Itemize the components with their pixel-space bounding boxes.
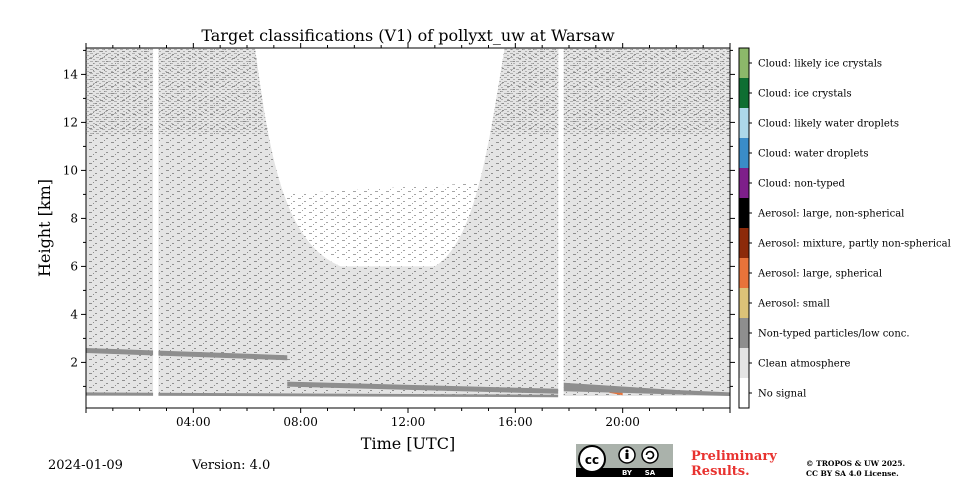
colorbar-swatch [739, 318, 749, 348]
y-tick-label: 6 [70, 259, 78, 273]
layer-0 [86, 348, 288, 361]
colorbar-frame [738, 47, 750, 409]
copyright-notice: © TROPOS & UW 2025. CC BY SA 4.0 License… [806, 459, 905, 479]
preliminary-notice: Preliminary Results. [691, 449, 777, 479]
colorbar-swatch [739, 288, 749, 318]
svg-text:cc: cc [585, 453, 599, 467]
svg-text:BY: BY [622, 469, 633, 477]
y-axis-label: Height [km] [35, 179, 54, 277]
y-tick-label: 2 [70, 355, 78, 369]
colorbar-swatch [739, 108, 749, 138]
colorbar-label: Cloud: water droplets [758, 149, 869, 160]
dome-noise-fringe [273, 182, 489, 264]
y-tick-label: 14 [63, 67, 79, 81]
x-axis-label: Time [UTC] [361, 434, 455, 453]
colorbar-label: Aerosol: small [757, 299, 830, 310]
colorbar-swatch [739, 258, 749, 288]
svg-text:SA: SA [645, 469, 656, 477]
y-axis: 2 4 6 8 10 12 14 [63, 49, 735, 387]
colorbar-swatch [739, 228, 749, 258]
x-axis: 04:00 08:00 12:00 16:00 20:00 [85, 43, 731, 429]
colorbar-label: Cloud: ice crystals [758, 89, 852, 100]
near-ground-no-signal [86, 396, 730, 408]
date-label: 2024-01-09 [48, 458, 123, 473]
plot-area [86, 48, 730, 408]
colorbar-swatch [739, 198, 749, 228]
ground-layer-band [86, 392, 559, 398]
x-tick-label: 16:00 [498, 415, 533, 429]
colorbar-label: Aerosol: large, non-spherical [757, 209, 904, 220]
x-tick-label: 12:00 [391, 415, 426, 429]
colorbar-label: No signal [758, 389, 806, 400]
preliminary-line1: Preliminary [691, 449, 777, 464]
colorbar-swatch [739, 78, 749, 108]
copyright-line1: © TROPOS & UW 2025. [806, 459, 906, 468]
x-tick-label: 08:00 [283, 415, 318, 429]
preliminary-line2: Results. [691, 464, 750, 479]
colorbar-swatch [739, 168, 749, 198]
colorbar-label: Cloud: likely ice crystals [758, 59, 882, 70]
y-tick-label: 12 [63, 115, 78, 129]
copyright-line2: CC BY SA 4.0 License. [806, 469, 899, 478]
x-tick-label: 04:00 [176, 415, 211, 429]
evening-layer-band [563, 382, 730, 396]
data-gap-1 [558, 48, 564, 408]
version-label: Version: 4.0 [192, 458, 271, 473]
y-tick-label: 10 [63, 163, 78, 177]
colorbar-label: Aerosol: mixture, partly non-spherical [757, 239, 951, 250]
data-gap-0 [153, 48, 159, 408]
colorbar-label: Aerosol: large, spherical [757, 269, 882, 280]
cc-by-sa-badge: cc BY SA [576, 444, 673, 477]
colorbar-label: Non-typed particles/low conc. [758, 329, 910, 340]
colorbar-label: Cloud: non-typed [758, 179, 846, 190]
colorbar-swatch [739, 378, 749, 408]
colorbar-label: Clean atmosphere [758, 359, 851, 370]
colorbar-swatch [739, 348, 749, 378]
y-tick-label: 4 [70, 307, 78, 321]
x-tick-label: 20:00 [605, 415, 640, 429]
layer-1 [287, 381, 559, 394]
y-tick-label: 8 [70, 211, 78, 225]
chart-title: Target classifications (V1) of pollyxt_u… [201, 26, 615, 45]
colorbar-label: Cloud: likely water droplets [758, 119, 899, 130]
colorbar-swatch [739, 138, 749, 168]
colorbar-swatch [739, 48, 749, 78]
colorbar: Cloud: likely ice crystals Cloud: ice cry… [738, 47, 951, 409]
